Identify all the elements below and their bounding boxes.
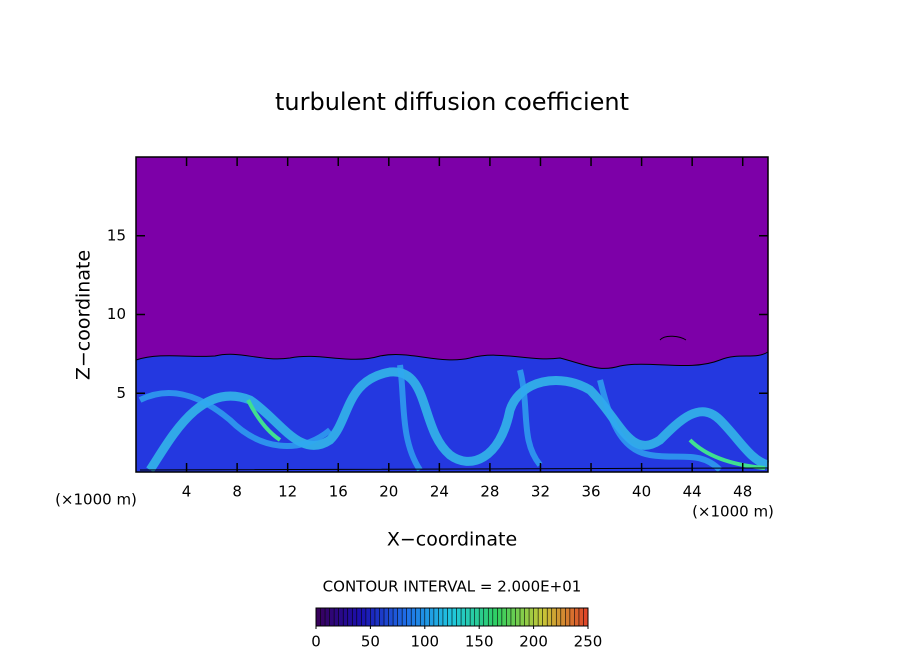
colorbar-swatch [374, 608, 380, 626]
colorbar-swatch [461, 608, 466, 626]
colorbar-swatch [510, 608, 516, 626]
swirl [138, 364, 723, 473]
x-tick-label: 8 [232, 483, 242, 501]
colorbar-swatch [483, 608, 489, 626]
colorbar-swatch [447, 608, 452, 626]
colorbar-swatch [497, 608, 502, 626]
colorbar-tick-label: 50 [361, 633, 380, 651]
colorbar-swatch [578, 608, 584, 626]
y-tick-label: 5 [116, 384, 126, 402]
colorbar-swatch [329, 608, 335, 626]
colorbar-swatch [370, 608, 375, 626]
y-axis-label: Z−coordinate [73, 250, 95, 380]
colorbar-tick-label: 250 [574, 633, 603, 651]
colorbar-tick-label: 100 [410, 633, 439, 651]
colorbar-swatch [492, 608, 498, 626]
colorbar-swatch [465, 608, 471, 626]
colorbar-swatch [583, 608, 588, 626]
y-tick-label: 15 [107, 226, 126, 244]
colorbar-swatch [456, 608, 462, 626]
colorbar-swatch [556, 608, 561, 626]
colorbar-swatch [533, 608, 539, 626]
colorbar-swatch [438, 608, 443, 626]
x-unit-label: (×1000 m) [692, 503, 774, 521]
colorbar-swatch [529, 608, 534, 626]
colorbar-swatch [365, 608, 371, 626]
colorbar-tick-label: 200 [519, 633, 548, 651]
colorbar-swatch [361, 608, 366, 626]
colorbar-swatch [560, 608, 566, 626]
colorbar-swatch [356, 608, 362, 626]
colorbar-swatch [411, 608, 416, 626]
colorbar-tick-label: 0 [311, 633, 321, 651]
colorbar-tick-label: 150 [465, 633, 494, 651]
colorbar-swatch [424, 608, 430, 626]
colorbar-swatch [574, 608, 579, 626]
colorbar-swatch [338, 608, 344, 626]
y-tick-label: 10 [107, 305, 126, 323]
colorbar-swatch [415, 608, 421, 626]
colorbar-swatch [515, 608, 520, 626]
chart-title: turbulent diffusion coefficient [275, 88, 629, 116]
colorbar-swatch [384, 608, 389, 626]
colorbar-swatch [479, 608, 484, 626]
swirl [246, 399, 766, 470]
swirl [146, 367, 770, 473]
colorbar-swatch [433, 608, 439, 626]
colorbar-swatch [343, 608, 348, 626]
colorbar-swatch [320, 608, 326, 626]
colorbar-swatch [397, 608, 403, 626]
colorbar-swatch [406, 608, 412, 626]
colorbar-swatch [542, 608, 548, 626]
x-tick-label: 4 [182, 483, 192, 501]
colorbar-swatch [569, 608, 575, 626]
colorbar-swatch [488, 608, 493, 626]
colorbar-swatch [524, 608, 530, 626]
colorbar-swatch [388, 608, 394, 626]
colorbar-swatch [429, 608, 434, 626]
colorbar-swatch [347, 608, 353, 626]
colorbar-swatch [325, 608, 330, 626]
colorbar-swatch [334, 608, 339, 626]
colorbar-swatch [474, 608, 480, 626]
contour-line [139, 335, 769, 471]
colorbar-swatch [402, 608, 407, 626]
colorbar-swatch [506, 608, 511, 626]
x-tick-label: 36 [581, 483, 600, 501]
colorbar-swatch [352, 608, 357, 626]
colorbar-swatch [501, 608, 507, 626]
y-unit-label: (×1000 m) [55, 491, 137, 509]
x-axis-label: X−coordinate [387, 529, 517, 551]
x-tick-label: 40 [632, 483, 651, 501]
colorbar-swatch [565, 608, 570, 626]
contour-interval: CONTOUR INTERVAL = 2.000E+01 [323, 578, 582, 596]
colorbar-swatch [470, 608, 475, 626]
x-tick-label: 28 [480, 483, 499, 501]
x-tick-label: 24 [430, 483, 449, 501]
x-tick-label: 44 [683, 483, 702, 501]
colorbar-swatch [551, 608, 557, 626]
x-tick-label: 32 [531, 483, 550, 501]
colorbar-swatch [420, 608, 425, 626]
colorbar-swatch [452, 608, 457, 626]
colorbar-swatch [547, 608, 552, 626]
colorbar-swatch [442, 608, 448, 626]
colorbar-swatch [393, 608, 398, 626]
x-tick-label: 12 [278, 483, 297, 501]
colorbar-swatch [379, 608, 384, 626]
colorbar: 0 50 100 150 200 250 [311, 607, 603, 651]
colorbar-swatch [538, 608, 543, 626]
colorbar-swatch [316, 608, 321, 626]
x-tick-label: 20 [379, 483, 398, 501]
x-tick-label: 48 [733, 483, 752, 501]
colorbar-frame [315, 607, 589, 627]
colorbar-swatch [520, 608, 525, 626]
field [135, 157, 770, 473]
x-tick-label: 16 [329, 483, 348, 501]
